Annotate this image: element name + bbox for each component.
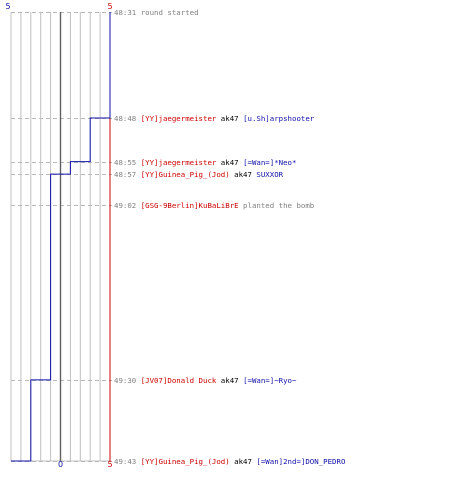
event-guide-lines	[11, 12, 112, 462]
event-time: 49:02	[114, 201, 141, 210]
right-axis-top-label: 5	[107, 2, 112, 11]
event-text: [=Wan]2nd=]DON_PEDRO	[256, 457, 346, 466]
zero-label: 0	[58, 460, 63, 469]
event-text: ak47	[216, 114, 244, 123]
event-line: 48:48 [YY]jaegermeister ak47 [u.Sh]arpsh…	[114, 114, 314, 123]
event-time: 48:31	[114, 8, 141, 17]
event-text: [JV07]Donald Duck	[140, 376, 217, 385]
series-line	[11, 12, 111, 462]
event-line: 49:02 [GSG-9Berlin]KuBaLiBrE planted the…	[114, 201, 314, 210]
event-text: ak47	[229, 170, 257, 179]
event-time: 48:55	[114, 158, 141, 167]
event-line: 49:43 [YY]Guinea_Pig_(Jod) ak47 [=Wan]2n…	[114, 457, 345, 466]
event-time: 48:57	[114, 170, 141, 179]
left-axis-top-label: 5	[5, 2, 10, 11]
event-text: [=Wan=]~Ryo~	[243, 376, 297, 385]
axes	[10, 12, 111, 461]
event-time: 49:43	[114, 457, 141, 466]
event-text: [YY]jaegermeister	[140, 158, 217, 167]
event-time: 49:30	[114, 376, 141, 385]
event-text: [=Wan=]*Neo*	[243, 158, 297, 167]
event-text: round started	[140, 8, 199, 17]
event-text: [YY]Guinea_Pig_(Jod)	[140, 457, 230, 466]
event-text: ak47	[216, 376, 244, 385]
event-text: [YY]Guinea_Pig_(Jod)	[140, 170, 230, 179]
event-line: 48:31 round started	[114, 8, 199, 17]
event-text: ak47	[229, 457, 257, 466]
event-time: 48:48	[114, 114, 141, 123]
axis-labels: 5 5 5 0	[5, 2, 112, 469]
right-axis-bottom-label: 5	[107, 460, 112, 469]
event-text: ak47	[216, 158, 244, 167]
event-text: SUXXOR	[256, 170, 284, 179]
event-line: 48:55 [YY]jaegermeister ak47 [=Wan=]*Neo…	[114, 158, 296, 167]
event-text: [u.Sh]arpshooter	[243, 114, 315, 123]
event-line: 49:30 [JV07]Donald Duck ak47 [=Wan=]~Ryo…	[114, 376, 296, 385]
event-line: 48:57 [YY]Guinea_Pig_(Jod) ak47 SUXXOR	[114, 170, 283, 179]
event-text: planted the bomb	[238, 201, 315, 210]
event-text: [GSG-9Berlin]KuBaLiBrE	[140, 201, 239, 210]
series-group	[11, 12, 111, 462]
event-text: [YY]jaegermeister	[140, 114, 217, 123]
